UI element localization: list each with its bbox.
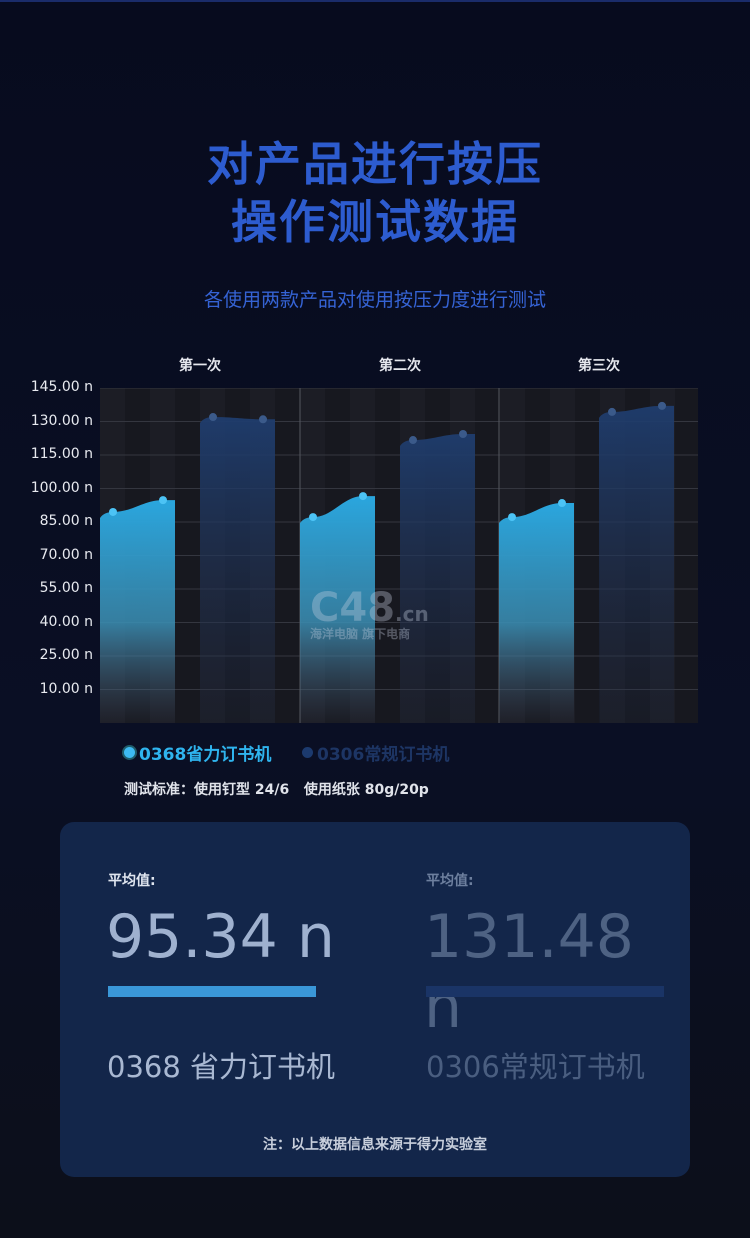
avg-value-right: 131.48 n [424,902,634,1042]
subtitle: 各使用两款产品对使用按压力度进行测试 [203,289,546,311]
group-label-2: 第二次 [379,358,421,374]
y-tick-label: 100.00 n [30,479,93,496]
legend-dot-icon [302,747,313,758]
group-label-1: 第一次 [179,358,221,374]
y-tick-label: 55.00 n [39,580,93,596]
legend-dot-icon [124,747,135,758]
data-point [658,401,666,410]
y-tick-label: 145.00 n [30,379,93,395]
product-name-left: 0368 省力订书机 [107,1050,336,1084]
legend-item-0306: 0306常规订书机 [302,740,449,765]
y-tick-label: 10.00 n [39,680,93,697]
y-tick-label: 70.00 n [39,546,93,563]
data-point [209,413,217,422]
page-title-line1: 对产品进行按压 [207,137,543,191]
legend-item-0368: 0368省力订书机 [124,740,271,765]
avg-label-left: 平均值: [108,873,156,889]
top-border [0,0,750,2]
y-tick-label: 25.00 n [39,647,93,663]
y-tick-label: 85.00 n [39,513,93,529]
summary-card: 平均值: 95.34 n 0368 省力订书机 平均值: 131.48 n 03… [60,822,690,1177]
avg-bar-left [108,986,316,997]
y-tick-label: 115.00 n [30,446,93,462]
y-tick-label: 130.00 n [30,412,93,429]
legend-label: 0306常规订书机 [317,745,450,765]
group-label-3: 第三次 [578,358,620,374]
area-0306-group2 [400,434,475,723]
area-0368-group1 [100,500,175,723]
data-point [309,513,317,522]
product-name-right: 0306常规订书机 [426,1050,645,1084]
data-point [508,513,516,522]
data-point [608,407,616,416]
data-point [359,492,367,501]
page-title-line2: 操作测试数据 [231,195,519,249]
avg-label-right: 平均值: [426,873,474,889]
y-tick-label: 40.00 n [39,613,93,630]
source-note: 注：以上数据信息来源于得力实验室 [263,1137,487,1153]
chart-plot [100,388,698,723]
data-point [159,496,167,505]
avg-value-left: 95.34 n [106,902,335,972]
test-standard: 测试标准：使用钉型 24/6 使用纸张 80g/20p [124,782,429,798]
area-0368-group3 [499,503,574,723]
data-point [259,415,267,424]
avg-bar-right [426,986,664,997]
data-point [409,436,417,445]
watermark-logo: C48.cn 海洋电脑 旗下电商 [310,585,429,641]
area-0368-group2 [300,496,375,723]
data-point [558,499,566,508]
data-point [459,430,467,439]
area-0306-group1 [200,417,275,723]
area-0306-group3 [599,405,674,723]
data-point [109,507,117,516]
legend-label: 0368省力订书机 [139,745,272,765]
